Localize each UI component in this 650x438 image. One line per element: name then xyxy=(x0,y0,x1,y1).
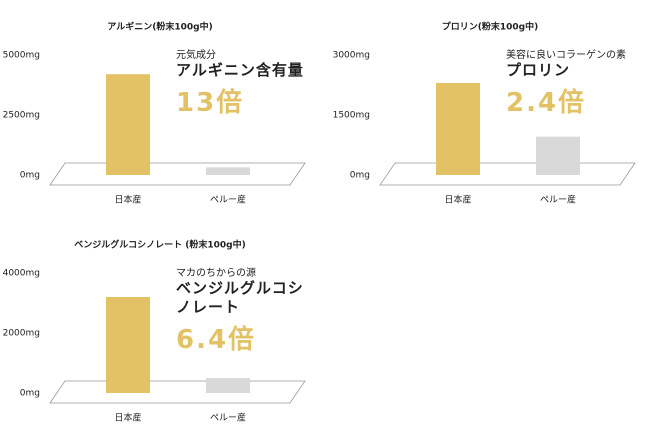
annotation-headline: プロリン xyxy=(506,61,571,79)
y-tick-label: 5000mg xyxy=(3,51,40,61)
annotation-subtitle: 美容に良いコラーゲンの素 xyxy=(506,50,626,61)
annotation: 美容に良いコラーゲンの素 プロリン 2.4倍 xyxy=(506,46,646,119)
y-tick-label: 3000mg xyxy=(333,51,370,61)
annotation-headline: ベンジルグルコシノレート xyxy=(176,279,304,316)
chart-title: ベンジルグルコシノレート (粉末100g中) xyxy=(74,239,245,251)
x-tick-label: 日本産 xyxy=(114,194,141,206)
annotation-headline: アルギニン含有量 xyxy=(176,61,304,79)
annotation: 元気成分 アルギニン含有量 13倍 xyxy=(176,46,316,119)
x-tick-label: 日本産 xyxy=(114,412,141,424)
y-tick-label: 0mg xyxy=(20,171,40,181)
chart-title: プロリン(粉末100g中) xyxy=(442,21,538,33)
y-tick-label: 2000mg xyxy=(3,329,40,339)
bar xyxy=(436,83,480,175)
bar xyxy=(106,74,150,175)
bar xyxy=(206,167,250,175)
annotation-ratio: 6.4倍 xyxy=(176,325,257,355)
annotation-ratio: 13倍 xyxy=(176,88,245,118)
y-tick-label: 1500mg xyxy=(333,111,370,121)
floor xyxy=(379,162,636,186)
y-tick-label: 0mg xyxy=(20,389,40,399)
x-tick-label: ペルー産 xyxy=(540,194,576,206)
annotation-subtitle: マカのちからの源 xyxy=(176,268,256,279)
y-tick-label: 0mg xyxy=(350,171,370,181)
x-tick-label: ペルー産 xyxy=(210,412,246,424)
x-tick-label: 日本産 xyxy=(444,194,471,206)
annotation: マカのちからの源 ベンジルグルコシノレート 6.4倍 xyxy=(176,264,316,356)
bar xyxy=(536,136,580,175)
bar xyxy=(106,297,150,393)
x-tick-label: ペルー産 xyxy=(210,194,246,206)
y-tick-label: 2500mg xyxy=(3,111,40,121)
y-tick-label: 4000mg xyxy=(3,269,40,279)
bar xyxy=(206,378,250,393)
annotation-subtitle: 元気成分 xyxy=(176,50,216,61)
floor xyxy=(49,380,306,404)
annotation-ratio: 2.4倍 xyxy=(506,88,587,118)
floor xyxy=(49,162,306,186)
chart-title: アルギニン(粉末100g中) xyxy=(107,21,212,33)
